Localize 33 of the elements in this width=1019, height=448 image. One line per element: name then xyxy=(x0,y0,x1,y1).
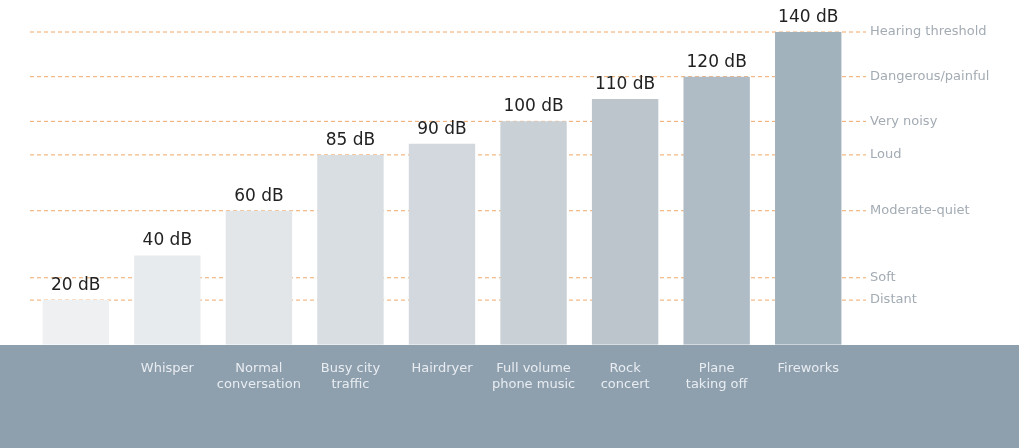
bar xyxy=(775,32,842,345)
ref-line-label: Moderate-quiet xyxy=(870,202,970,218)
data-label: 40 dB xyxy=(142,229,193,250)
data-label: 60 dB xyxy=(234,184,284,205)
x-tick-label: Rock concert xyxy=(600,359,650,391)
bar xyxy=(408,143,476,345)
data-label: 85 dB xyxy=(325,128,376,149)
ref-line-label: Dangerous/painful xyxy=(870,68,990,84)
data-label: 110 dB xyxy=(594,72,656,93)
data-label: 90 dB xyxy=(417,117,467,138)
ref-line-label: Distant xyxy=(870,291,917,307)
data-label: 120 dB xyxy=(686,50,747,71)
ref-line-label: Very noisy xyxy=(870,112,938,128)
bar xyxy=(42,300,109,345)
data-label: 100 dB xyxy=(503,95,564,116)
bar xyxy=(683,76,750,345)
data-label: 140 dB xyxy=(778,5,839,26)
x-tick-label: Fireworks xyxy=(777,359,840,375)
x-tick-label: Hairdryer xyxy=(411,359,474,375)
x-tick-label: Busy city traffic xyxy=(320,359,381,391)
bar xyxy=(225,210,293,345)
x-tick-label: Whisper xyxy=(140,359,195,375)
data-label: 20 dB xyxy=(51,274,101,295)
bar xyxy=(500,121,567,345)
ref-line-label: Hearing threshold xyxy=(870,23,987,39)
x-tick-label: Normal conversation xyxy=(216,359,301,391)
bar xyxy=(317,154,384,345)
ref-line-label: Soft xyxy=(870,269,896,285)
ref-line-label: Loud xyxy=(870,146,902,162)
bar xyxy=(591,99,659,345)
bar xyxy=(134,255,201,345)
x-tick-label: Full volume phone music xyxy=(491,359,576,391)
x-tick-label: Plane taking off xyxy=(685,359,749,391)
